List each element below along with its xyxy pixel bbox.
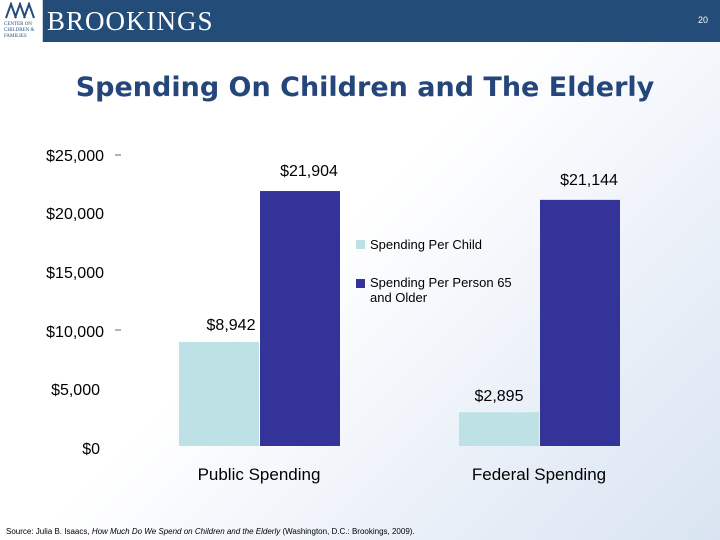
legend-label-elderly: Spending Per Person 65 and Older (370, 275, 512, 305)
center-logo: CENTER ON CHILDREN & FAMILIES (0, 0, 43, 42)
source-title: How Much Do We Spend on Children and the… (91, 527, 281, 536)
data-label: $8,942 (207, 317, 256, 334)
source-note: Source: Julia B. Isaacs, How Much Do We … (6, 527, 415, 536)
logo-figures-icon (5, 2, 35, 19)
logo-line-1: CENTER ON (4, 22, 32, 27)
category-label: Public Spending (198, 465, 321, 484)
legend-swatch-elderly (356, 279, 365, 288)
legend-swatch-child (356, 240, 365, 249)
logo-line-3: FAMILIES (4, 34, 27, 39)
y-tick-label: $5,000 (51, 382, 100, 399)
header-bar: CENTER ON CHILDREN & FAMILIES BROOKINGS … (0, 0, 720, 42)
data-label: $21,904 (280, 163, 338, 180)
category-label: Federal Spending (472, 465, 606, 484)
brand-name: BROOKINGS (47, 6, 214, 36)
source-prefix: Source: Julia B. Isaacs, (6, 527, 92, 536)
y-tick-label: $20,000 (46, 206, 104, 223)
bar-elderly-public (260, 191, 340, 446)
page-number: 20 (697, 15, 708, 25)
bar-child-public (179, 341, 259, 446)
slide-title: Spending On Children and The Elderly (75, 72, 655, 103)
bar-chart: $25,000 $20,000 $15,000 $10,000 $5,000 $0 $8,9… (46, 148, 620, 484)
legend-label-child: Spending Per Child (370, 237, 482, 252)
data-label: $21,144 (560, 172, 618, 189)
bar-child-federal (459, 412, 539, 446)
data-label: $2,895 (475, 388, 524, 405)
y-tick-label: $15,000 (46, 265, 104, 282)
logo-line-2: CHILDREN & (4, 28, 35, 33)
y-tick-label: $10,000 (46, 324, 104, 341)
y-tick-label: $0 (82, 441, 100, 458)
y-tick-label: $25,000 (46, 148, 104, 165)
source-suffix: (Washington, D.C.: Brookings, 2009). (280, 527, 415, 536)
bar-elderly-federal (540, 199, 620, 446)
